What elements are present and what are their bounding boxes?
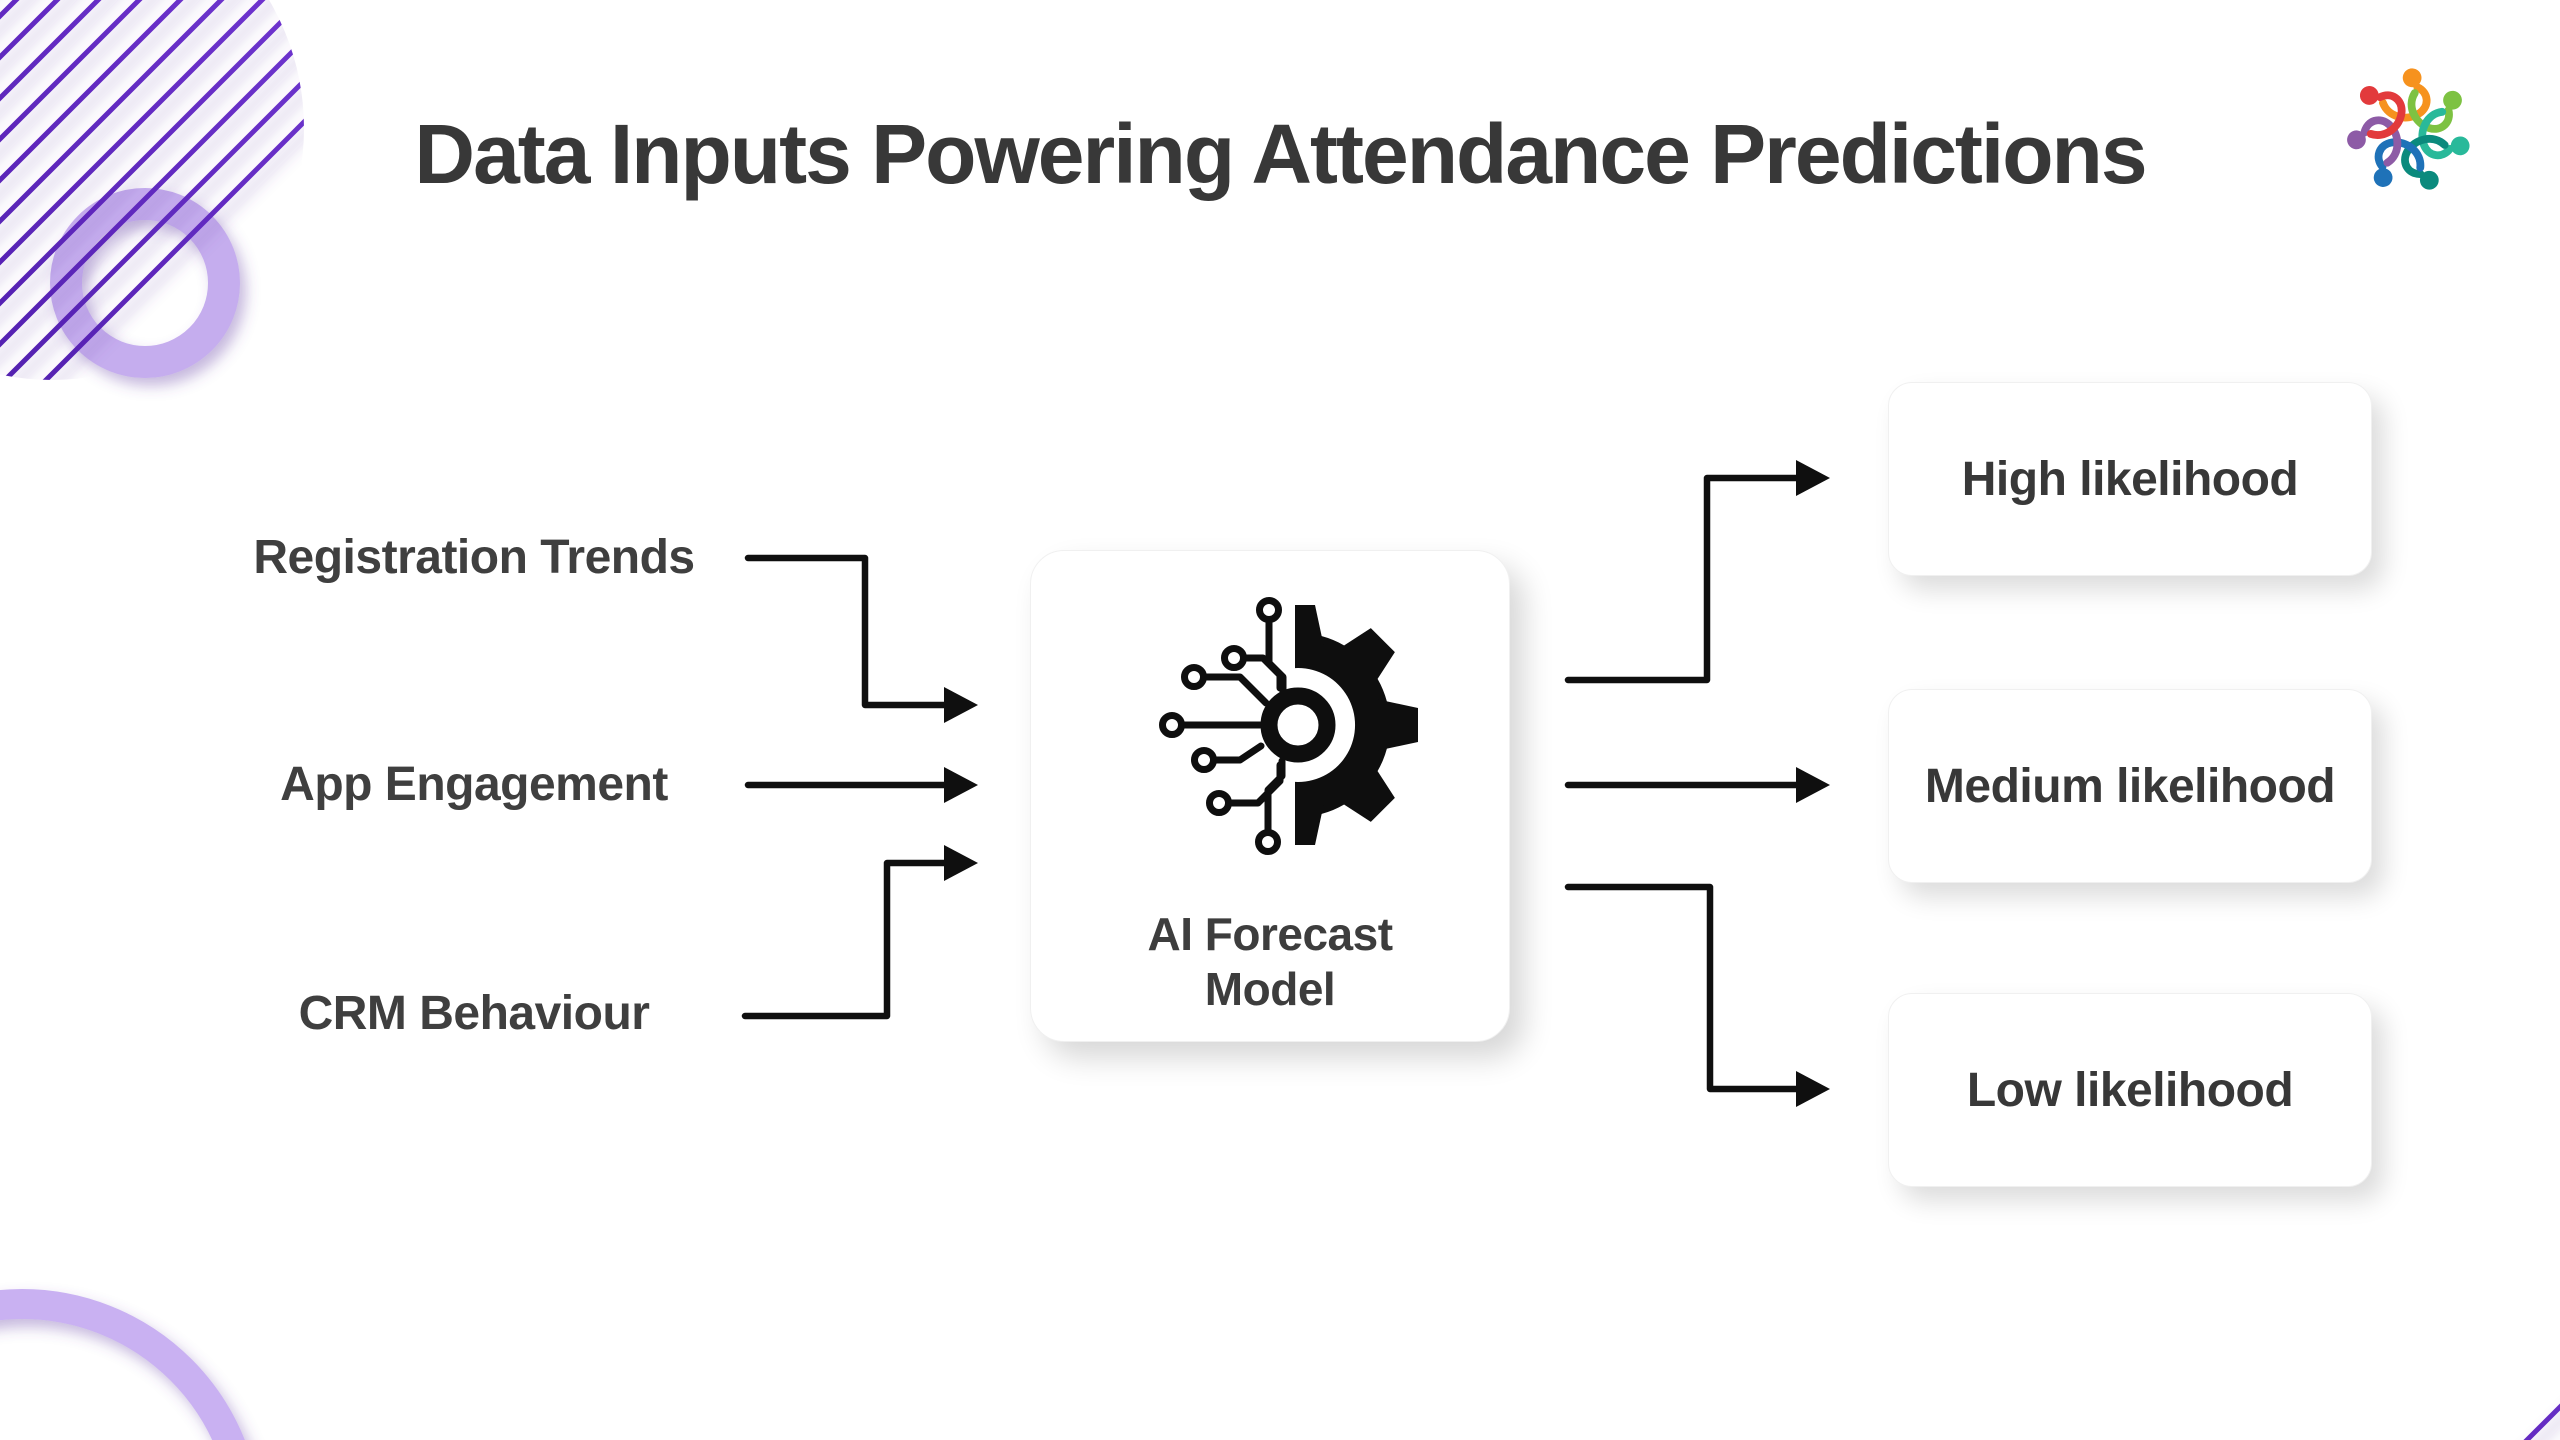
ai-model-label: AI Forecast Model — [1147, 908, 1393, 1015]
arrowhead — [1796, 767, 1830, 803]
output-card-high-likelihood: High likelihood — [1888, 382, 2372, 576]
arc-decoration-bottom-left — [0, 1289, 245, 1440]
community-people-circle-icon — [2347, 68, 2470, 190]
arrow-registration-to-model — [744, 554, 948, 709]
input-label-crm-behaviour: CRM Behaviour — [298, 987, 650, 1040]
company-logo — [2336, 56, 2482, 206]
ring-decoration-top-left — [50, 188, 240, 378]
arrowhead — [944, 687, 978, 723]
stripes-decoration-top-left — [0, 0, 304, 380]
input-label-app-engagement: App Engagement — [280, 758, 668, 811]
page-title: Data Inputs Powering Attendance Predicti… — [414, 107, 2147, 201]
arrow-crm-to-model — [741, 859, 948, 1020]
arrow-model-to-high — [1564, 474, 1800, 684]
stripes-decoration-bottom-right — [2310, 1325, 2560, 1440]
arrow-model-to-low — [1564, 883, 1800, 1093]
ai-gear-circuit-icon — [1159, 597, 1418, 855]
arrowhead — [944, 845, 978, 881]
arrowhead — [1796, 460, 1830, 496]
output-card-low-likelihood: Low likelihood — [1888, 993, 2372, 1187]
output-card-medium-likelihood: Medium likelihood — [1888, 689, 2372, 883]
input-label-registration-trends: Registration Trends — [253, 531, 695, 584]
arrowhead — [944, 767, 978, 803]
arrowhead — [1796, 1071, 1830, 1107]
ai-model-card: AI Forecast Model — [1030, 550, 1510, 1042]
